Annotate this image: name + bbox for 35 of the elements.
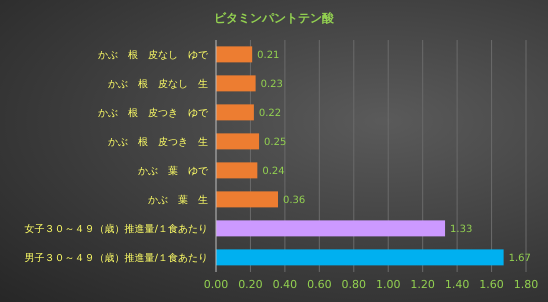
bar	[216, 46, 252, 62]
data-label: 0.24	[262, 166, 285, 177]
data-label: 0.22	[258, 108, 282, 119]
y-tick-label: かぶ 根 皮なし 生	[108, 78, 208, 90]
bar	[216, 75, 256, 92]
y-tick-label: かぶ 葉 ゆで	[138, 165, 209, 178]
data-label: 1.67	[508, 252, 531, 264]
data-label: 0.23	[260, 78, 283, 90]
data-label: 0.25	[264, 136, 286, 148]
x-tick-label: 1.80	[514, 278, 538, 291]
bar	[216, 220, 446, 236]
y-tick-label: 男子３０～４９（歳）推進量/１食あたり	[24, 252, 208, 264]
x-tick-label: 1.00	[376, 278, 400, 291]
y-tick-label: かぶ 葉 生	[148, 194, 208, 206]
x-tick-label: 1.40	[444, 278, 470, 291]
x-tick-label: 1.60	[479, 278, 504, 291]
bar	[216, 249, 504, 266]
x-tick-label: 0.00	[204, 278, 228, 291]
bar	[216, 162, 258, 178]
x-tick-label: 1.20	[410, 278, 435, 291]
y-tick-label: かぶ 根 皮つき ゆで	[98, 107, 209, 120]
x-tick-label: 0.60	[307, 278, 332, 291]
bar	[216, 133, 260, 150]
bar	[216, 104, 254, 120]
data-label: 0.21	[257, 50, 280, 61]
data-label: 1.33	[450, 224, 472, 235]
y-tick-label: 女子３０～４９（歳）推進量/１食あたり	[24, 223, 208, 236]
y-tick-label: かぶ 根 皮なし ゆで	[98, 49, 209, 62]
y-tick-label: かぶ 根 皮つき 生	[108, 136, 208, 148]
x-tick-label: 0.80	[342, 278, 366, 291]
bar	[216, 191, 278, 208]
x-tick-label: 0.40	[272, 278, 298, 291]
chart-title: ビタミンパントテン酸	[213, 10, 335, 27]
x-tick-label: 0.20	[238, 278, 263, 291]
data-label: 0.36	[283, 194, 306, 206]
